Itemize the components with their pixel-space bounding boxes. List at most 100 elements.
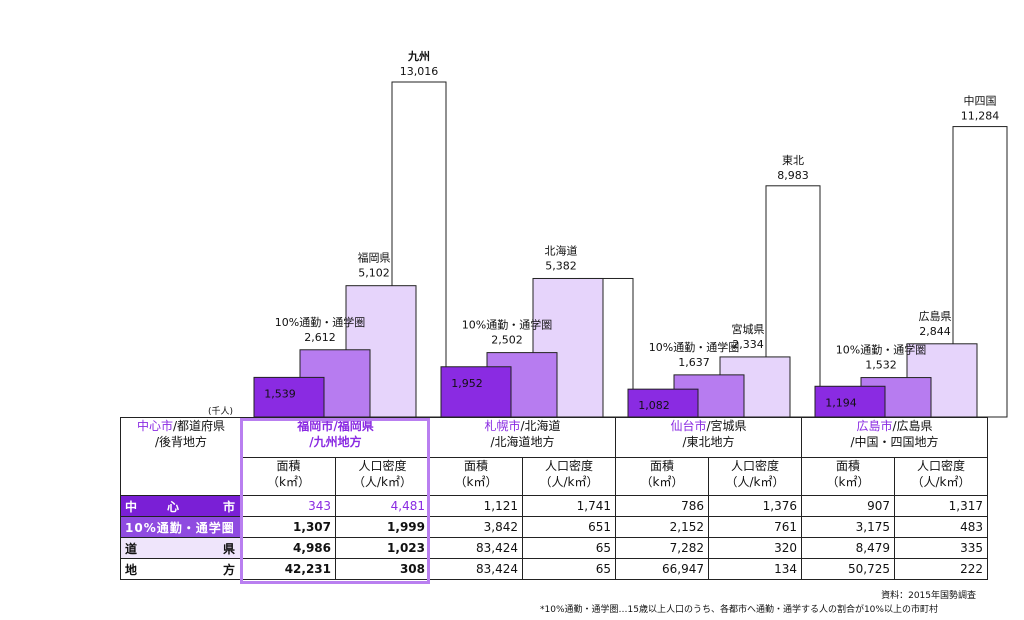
hiroshima-region-label: 中四国	[964, 95, 997, 108]
table-cell: 65	[522, 558, 616, 580]
table-cell: 761	[708, 516, 802, 538]
table-cell: 3,175	[801, 516, 895, 538]
density-header: 人口密度 （人/k㎡）	[894, 457, 988, 496]
area-header: 面積 （k㎡）	[429, 457, 523, 496]
sapporo-pref-value: 5,382	[545, 259, 577, 272]
fukuoka-city-bar	[253, 376, 325, 418]
city-name: 札幌市	[484, 419, 521, 433]
region-name: /中国・四国地方	[850, 435, 939, 449]
hiroshima-commute-label: 10%通勤・通学圏	[836, 343, 926, 357]
col-header-sapporo: 札幌市/北海道 /北海道地方	[429, 417, 616, 458]
table-cell: 483	[894, 516, 988, 538]
table-row: 中 心 市 343 4,481 1,121 1,741 786 1,376 907 1,317	[120, 495, 988, 517]
city-name: 仙台市	[670, 419, 707, 433]
density-header: 人口密度 （人/k㎡）	[708, 457, 802, 496]
sapporo-pref-label: 北海道	[545, 243, 578, 257]
fukuoka-commute-value: 2,612	[304, 331, 336, 344]
table-row: 道県 4,986 1,023 83,424 65 7,282 320 8,479 335	[120, 537, 988, 559]
col-header-hiroshima: 広島市/広島県 /中国・四国地方	[801, 417, 988, 458]
hiroshima-commute-value: 1,532	[865, 359, 897, 372]
table-cell: 65	[522, 537, 616, 559]
sendai-region-value: 8,983	[777, 169, 809, 182]
header-unit: （人/k㎡）	[539, 475, 599, 489]
subheader-row: 面積 （k㎡） 人口密度 （人/k㎡） 面積 （k㎡） 人口密度 （人/k㎡） 面積 （k㎡） 人口…	[121, 457, 988, 496]
hiroshima-city-value: 1,194	[825, 396, 857, 409]
header-label: 面積	[649, 459, 674, 473]
fukuoka-commute-label: 10%通勤・通学圏	[275, 315, 365, 329]
header-label: 面積	[276, 459, 301, 473]
header-label: 人口密度	[730, 459, 779, 473]
area-header: 面積 （k㎡）	[615, 457, 709, 496]
table-row: 10%通勤・通学圏 1,307 1,999 3,842 651 2,152 761 3,175…	[120, 516, 988, 538]
data-table: 中心市/都道府県 /後背地方 福岡市/福岡県 /九州地方 札幌市/北海道 /北海…	[120, 417, 988, 580]
row-label: 道県	[120, 537, 242, 559]
header-label: 人口密度	[544, 459, 593, 473]
fukuoka-pref-label: 福岡県	[358, 251, 391, 265]
table-cell: 83,424	[429, 537, 523, 559]
source-note: 資料：2015年国勢調査	[881, 591, 976, 601]
table-cell: 4,986	[241, 537, 336, 559]
table-cell: 83,424	[429, 558, 523, 580]
region-name: /九州地方	[309, 435, 362, 449]
region-name: /東北地方	[682, 435, 735, 449]
table-cell: 8,479	[801, 537, 895, 559]
header-label: 面積	[835, 459, 860, 473]
header-unit: （人/k㎡）	[353, 475, 412, 489]
table-cell: 1,999	[335, 516, 430, 538]
row-label: 中 心市	[120, 495, 242, 517]
row-label-left: 中 心	[125, 499, 182, 514]
table-cell: 1,376	[708, 495, 802, 517]
pref-name: /福岡県	[333, 419, 374, 433]
table-cell: 2,152	[615, 516, 709, 538]
table-cell: 786	[615, 495, 709, 517]
table-cell: 222	[894, 558, 988, 580]
header-unit: （k㎡）	[640, 475, 684, 489]
header-label: 人口密度	[916, 459, 965, 473]
header-unit: （k㎡）	[826, 475, 870, 489]
sapporo-commute-value: 2,502	[491, 334, 523, 347]
fukuoka-region-value: 13,016	[400, 65, 439, 78]
table-cell: 42,231	[241, 558, 336, 580]
table-corner-header: 中心市/都道府県 /後背地方	[120, 417, 242, 496]
density-header: 人口密度 （人/k㎡）	[522, 457, 616, 496]
hiroshima-pref-value: 2,844	[919, 325, 951, 338]
city-name: 広島市	[856, 419, 893, 433]
sendai-pref-label: 宮城県	[732, 322, 765, 336]
header-unit: （人/k㎡）	[911, 475, 971, 489]
header-unit: （k㎡）	[267, 475, 310, 489]
table-cell: 1,023	[335, 537, 430, 559]
area-header: 面積 （k㎡）	[241, 457, 336, 496]
sapporo-city-value: 1,952	[451, 377, 483, 390]
hiroshima-pref-label: 広島県	[919, 309, 952, 323]
corner-city-label: 中心市	[136, 419, 173, 433]
density-header: 人口密度 （人/k㎡）	[335, 457, 430, 496]
sapporo-commute-label: 10%通勤・通学圏	[462, 318, 552, 332]
sendai-city-bar	[627, 388, 699, 418]
header-unit: （k㎡）	[454, 475, 498, 489]
row-label-left: 道	[125, 541, 140, 556]
fukuoka-city-value: 1,539	[264, 387, 296, 400]
area-header: 面積 （k㎡）	[801, 457, 895, 496]
bar-chart: 1,539 10%通勤・通学圏 2,612 福岡県 5,102 九州 13,016 1,952…	[253, 49, 1008, 418]
table-cell: 335	[894, 537, 988, 559]
table-cell: 134	[708, 558, 802, 580]
hiroshima-city-bar	[814, 385, 886, 418]
table-cell: 308	[335, 558, 430, 580]
sendai-region-label: 東北	[782, 154, 804, 167]
fukuoka-pref-value: 5,102	[358, 267, 390, 280]
pref-name: /北海道	[520, 419, 561, 433]
sendai-commute-label: 10%通勤・通学圏	[649, 340, 739, 354]
table-cell: 66,947	[615, 558, 709, 580]
table-cell: 1,317	[894, 495, 988, 517]
pref-name: /広島県	[892, 419, 933, 433]
table-cell: 1,741	[522, 495, 616, 517]
pref-name: /宮城県	[706, 419, 747, 433]
corner-region-label: /後背地方	[154, 435, 208, 449]
fukuoka-region-label: 九州	[407, 49, 430, 63]
table-cell: 1,121	[429, 495, 523, 517]
col-header-sendai: 仙台市/宮城県 /東北地方	[615, 417, 802, 458]
table-cell: 343	[241, 495, 336, 517]
row-label-right: 方	[222, 562, 237, 577]
row-label-right: 市	[222, 499, 237, 514]
row-label-left: 地	[125, 562, 140, 577]
